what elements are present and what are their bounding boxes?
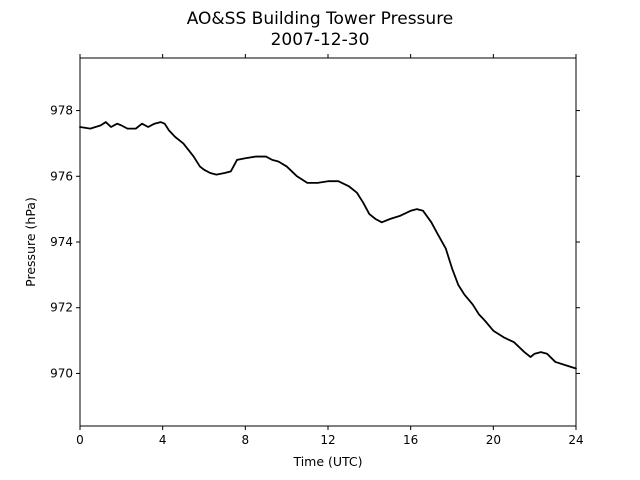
plot-frame bbox=[79, 57, 577, 427]
axis-ticks: 0 4 8 12 16 20 24 970 972 974 976 978 bbox=[50, 54, 584, 447]
chart-subtitle: 2007-12-30 bbox=[271, 30, 370, 50]
x-tick-label: 24 bbox=[568, 433, 583, 447]
y-axis-label: Pressure (hPa) bbox=[23, 197, 38, 287]
x-tick-label: 0 bbox=[76, 433, 84, 447]
x-tick-label: 4 bbox=[159, 433, 167, 447]
pressure-series-line bbox=[79, 121, 577, 370]
y-tick-label: 970 bbox=[50, 366, 73, 380]
x-tick-label: 12 bbox=[320, 433, 335, 447]
y-tick-label: 976 bbox=[50, 169, 73, 183]
y-tick-label: 978 bbox=[50, 104, 73, 118]
y-tick-label: 972 bbox=[50, 301, 73, 315]
x-tick-label: 20 bbox=[486, 433, 501, 447]
y-tick-label: 974 bbox=[50, 235, 73, 249]
series-group bbox=[79, 121, 577, 370]
x-tick-label: 16 bbox=[403, 433, 418, 447]
x-tick-label: 8 bbox=[242, 433, 250, 447]
chart-title: AO&SS Building Tower Pressure bbox=[187, 9, 454, 29]
x-axis-label: Time (UTC) bbox=[292, 454, 362, 469]
